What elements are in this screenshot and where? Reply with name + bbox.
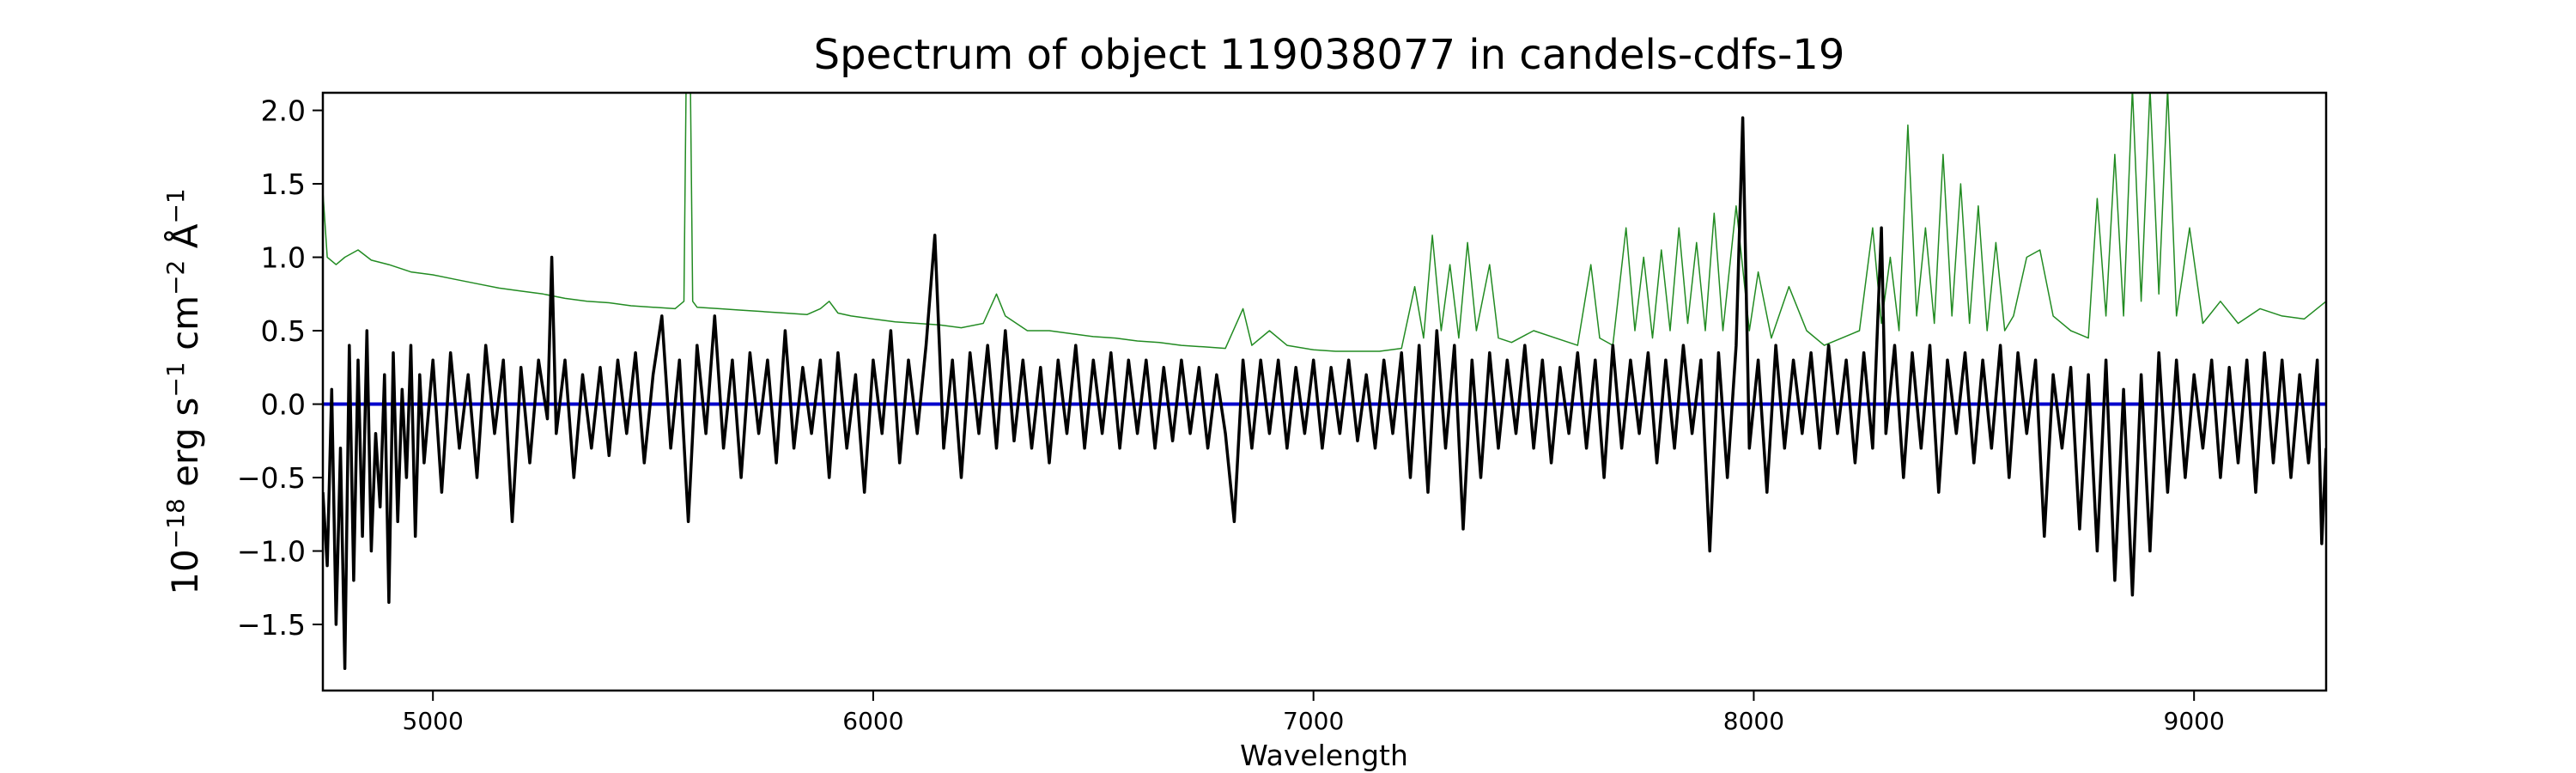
plot-frame	[321, 91, 2328, 692]
ylabel-exp3: −1	[161, 188, 190, 223]
y-tick-label: 0.0	[261, 388, 306, 422]
series-layer	[323, 93, 2326, 671]
ylabel-base: 10	[164, 549, 206, 594]
y-tick-label: 1.5	[261, 167, 306, 201]
y-tick-label: −0.5	[237, 461, 306, 495]
x-axis-label: Wavelength	[1240, 739, 1408, 772]
y-axis: −1.5 −1.0 −0.5 0.0 0.5 1.0 1.5 2.0	[237, 94, 323, 642]
y-tick-label: 1.0	[261, 241, 306, 275]
ylabel-exp: −18	[161, 498, 190, 549]
ylabel-unit3: Å	[163, 223, 206, 259]
y-tick-label: −1.5	[237, 608, 306, 642]
series-line-error	[323, 93, 2326, 352]
ylabel-unit2: cm	[164, 295, 206, 362]
ylabel-exp1: −1	[161, 362, 190, 397]
y-tick-label: −1.0	[237, 535, 306, 569]
x-tick-label: 5000	[403, 707, 464, 735]
chart-title: Spectrum of object 119038077 in candels-…	[814, 31, 1845, 79]
ylabel-unit1: erg s	[164, 398, 206, 499]
y-tick-label: 2.0	[261, 94, 306, 128]
x-tick-label: 8000	[1723, 707, 1784, 735]
x-axis: 5000 6000 7000 8000 9000	[403, 691, 2225, 735]
ylabel-exp2: −2	[161, 260, 190, 295]
series-line-flux	[323, 116, 2326, 671]
y-axis-label: 10−18 erg s−1 cm−2 Å−1	[161, 188, 207, 594]
y-tick-label: 0.5	[261, 314, 306, 348]
x-tick-label: 7000	[1283, 707, 1344, 735]
x-tick-label: 9000	[2164, 707, 2225, 735]
x-tick-label: 6000	[842, 707, 903, 735]
